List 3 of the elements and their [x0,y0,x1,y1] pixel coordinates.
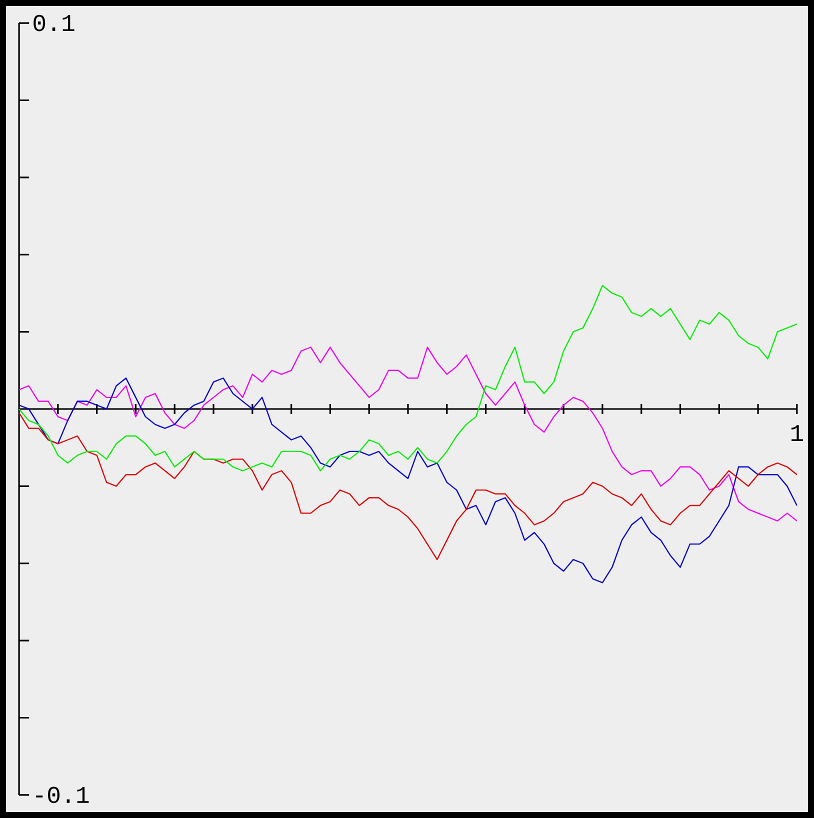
y-tick-label: 0.1 [34,14,74,32]
y-tick-label: -0.1 [36,786,89,804]
x-tick-label: 1 [791,425,803,441]
